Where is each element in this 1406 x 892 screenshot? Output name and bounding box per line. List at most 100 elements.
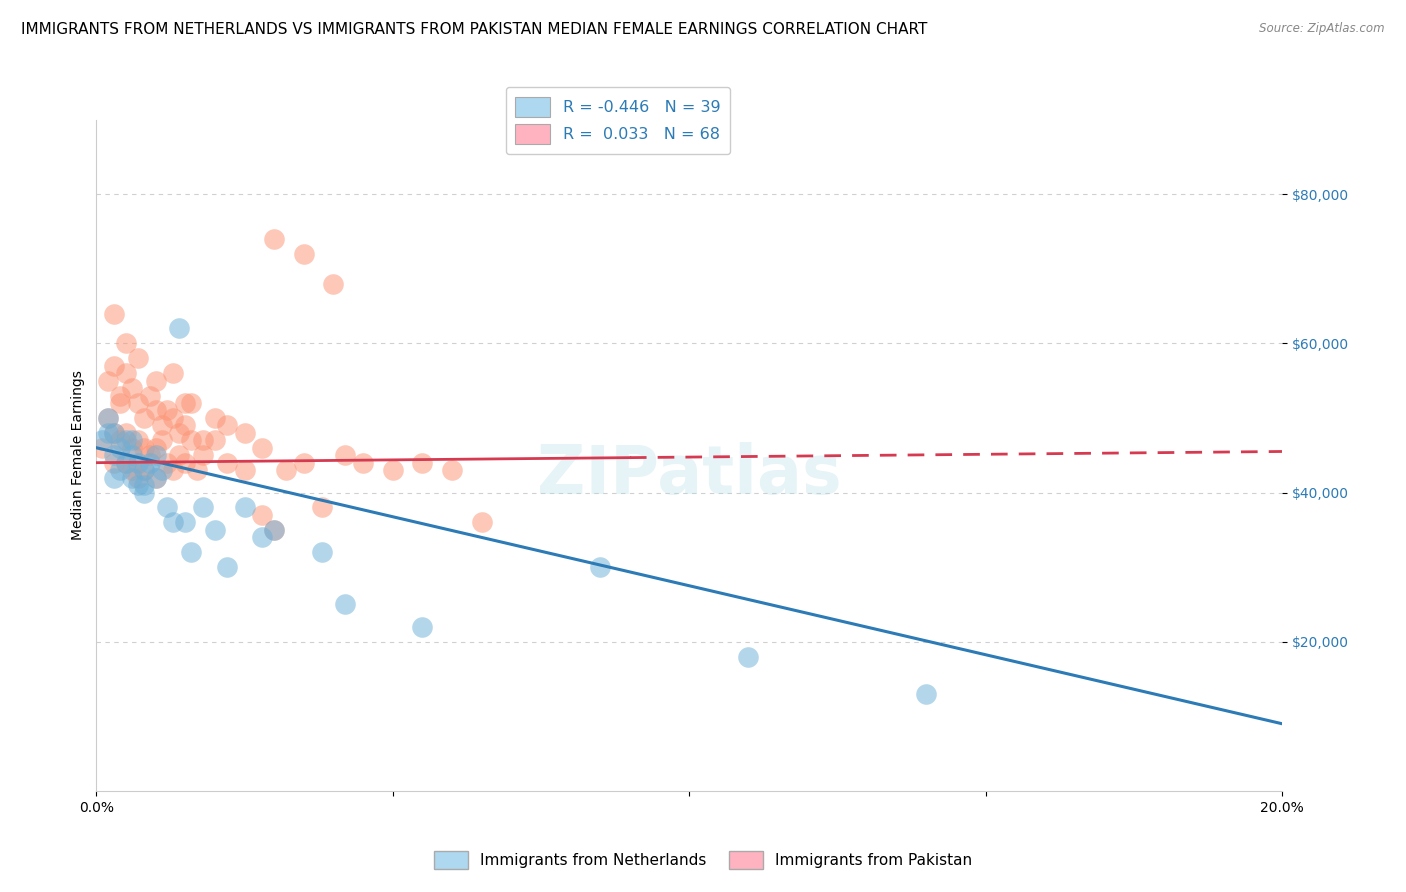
- Point: [103, 425, 125, 440]
- Point: [263, 232, 285, 246]
- Point: [191, 500, 214, 515]
- Point: [180, 396, 202, 410]
- Point: [108, 463, 131, 477]
- Point: [162, 411, 184, 425]
- Point: [127, 434, 149, 448]
- Point: [471, 516, 494, 530]
- Point: [411, 620, 433, 634]
- Point: [127, 478, 149, 492]
- Point: [103, 448, 125, 462]
- Point: [150, 434, 173, 448]
- Point: [115, 336, 138, 351]
- Point: [108, 388, 131, 402]
- Point: [103, 456, 125, 470]
- Point: [233, 425, 256, 440]
- Point: [411, 456, 433, 470]
- Y-axis label: Median Female Earnings: Median Female Earnings: [72, 370, 86, 541]
- Point: [274, 463, 297, 477]
- Point: [91, 434, 114, 448]
- Point: [145, 374, 167, 388]
- Point: [215, 456, 238, 470]
- Point: [103, 306, 125, 320]
- Point: [127, 456, 149, 470]
- Point: [145, 403, 167, 417]
- Point: [132, 441, 155, 455]
- Point: [115, 366, 138, 380]
- Point: [97, 411, 120, 425]
- Point: [108, 434, 131, 448]
- Point: [103, 425, 125, 440]
- Point: [352, 456, 374, 470]
- Point: [97, 374, 120, 388]
- Point: [91, 441, 114, 455]
- Point: [115, 434, 138, 448]
- Text: Source: ZipAtlas.com: Source: ZipAtlas.com: [1260, 22, 1385, 36]
- Point: [132, 463, 155, 477]
- Point: [252, 441, 274, 455]
- Point: [97, 411, 120, 425]
- Point: [145, 470, 167, 484]
- Point: [150, 463, 173, 477]
- Point: [335, 598, 357, 612]
- Point: [132, 463, 155, 477]
- Point: [115, 425, 138, 440]
- Point: [138, 448, 160, 462]
- Point: [162, 516, 184, 530]
- Point: [204, 434, 226, 448]
- Point: [186, 463, 208, 477]
- Point: [156, 456, 179, 470]
- Point: [150, 418, 173, 433]
- Point: [169, 321, 191, 335]
- Point: [292, 456, 315, 470]
- Text: IMMIGRANTS FROM NETHERLANDS VS IMMIGRANTS FROM PAKISTAN MEDIAN FEMALE EARNINGS C: IMMIGRANTS FROM NETHERLANDS VS IMMIGRANT…: [21, 22, 928, 37]
- Point: [115, 456, 138, 470]
- Point: [121, 381, 143, 395]
- Point: [115, 456, 138, 470]
- Point: [311, 500, 333, 515]
- Point: [180, 434, 202, 448]
- Point: [132, 411, 155, 425]
- Point: [132, 478, 155, 492]
- Point: [215, 560, 238, 574]
- Point: [121, 448, 143, 462]
- Point: [292, 247, 315, 261]
- Point: [737, 649, 759, 664]
- Point: [191, 434, 214, 448]
- Point: [156, 500, 179, 515]
- Point: [263, 523, 285, 537]
- Point: [322, 277, 344, 291]
- Point: [233, 500, 256, 515]
- Point: [121, 441, 143, 455]
- Point: [145, 441, 167, 455]
- Point: [121, 470, 143, 484]
- Point: [127, 351, 149, 366]
- Point: [589, 560, 612, 574]
- Point: [174, 396, 197, 410]
- Point: [156, 403, 179, 417]
- Point: [138, 388, 160, 402]
- Text: ZIPatlas: ZIPatlas: [537, 442, 841, 508]
- Point: [162, 463, 184, 477]
- Point: [169, 425, 191, 440]
- Point: [252, 508, 274, 522]
- Point: [263, 523, 285, 537]
- Point: [145, 470, 167, 484]
- Point: [174, 418, 197, 433]
- Point: [132, 485, 155, 500]
- Point: [174, 516, 197, 530]
- Point: [191, 448, 214, 462]
- Point: [127, 470, 149, 484]
- Point: [915, 687, 938, 701]
- Point: [162, 366, 184, 380]
- Point: [215, 418, 238, 433]
- Legend: R = -0.446   N = 39, R =  0.033   N = 68: R = -0.446 N = 39, R = 0.033 N = 68: [506, 87, 730, 154]
- Point: [121, 463, 143, 477]
- Point: [252, 530, 274, 544]
- Point: [180, 545, 202, 559]
- Point: [335, 448, 357, 462]
- Point: [233, 463, 256, 477]
- Point: [204, 411, 226, 425]
- Point: [145, 448, 167, 462]
- Point: [174, 456, 197, 470]
- Point: [381, 463, 404, 477]
